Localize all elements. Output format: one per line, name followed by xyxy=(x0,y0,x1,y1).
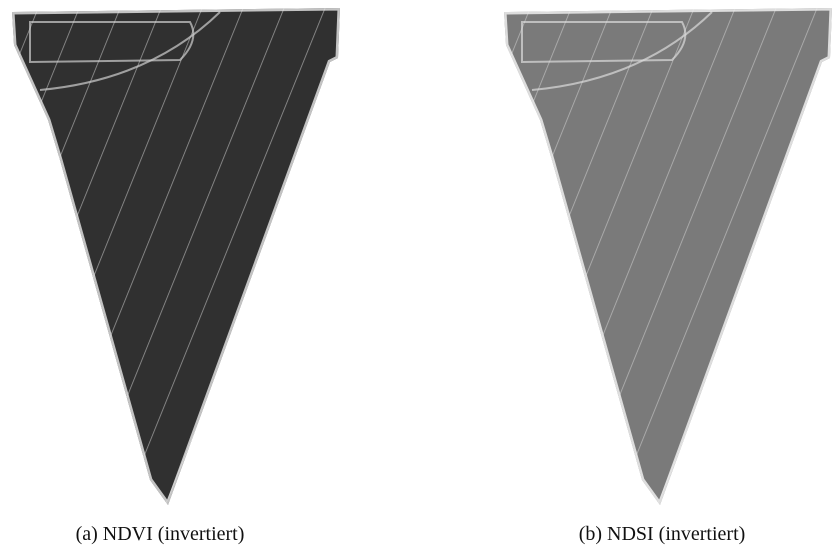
figure: (a) NDVI (invertiert) (b) NDSI (invertie… xyxy=(0,0,832,554)
caption-a: (a) NDVI (invertiert) xyxy=(76,523,245,545)
caption-b: (b) NDSI (invertiert) xyxy=(579,523,746,545)
panel-a-image xyxy=(0,0,350,510)
panel-b-image xyxy=(492,0,832,510)
